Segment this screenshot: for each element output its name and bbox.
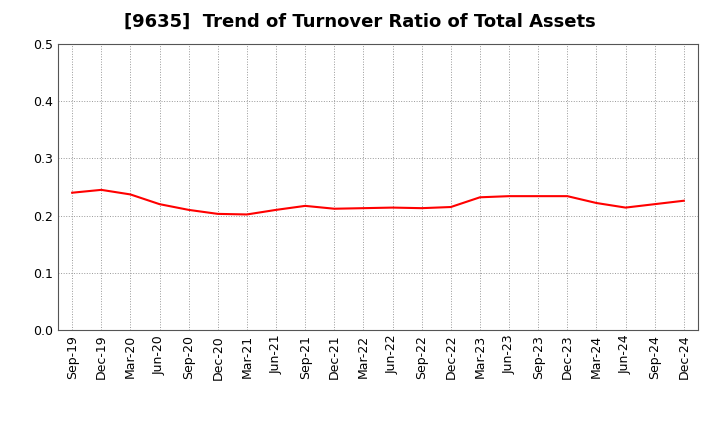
Text: [9635]  Trend of Turnover Ratio of Total Assets: [9635] Trend of Turnover Ratio of Total … <box>124 13 596 31</box>
